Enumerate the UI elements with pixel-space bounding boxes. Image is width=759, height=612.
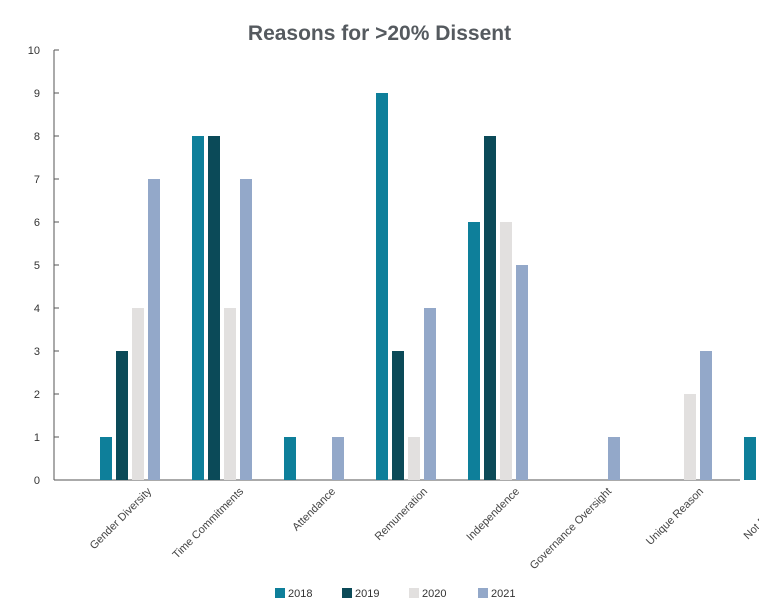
- legend-swatch-2021: [478, 588, 488, 598]
- y-tick-label: 4: [34, 303, 40, 315]
- bar-2020-6: [684, 394, 696, 480]
- x-category-label: Time Commitments: [171, 485, 247, 561]
- bar-2021-1: [240, 179, 252, 480]
- y-tick-label: 1: [34, 432, 40, 444]
- y-tick-label: 3: [34, 346, 40, 358]
- x-category-label: Attendance: [290, 486, 338, 534]
- y-tick-label: 10: [28, 45, 40, 57]
- y-tick-label: 2: [34, 389, 40, 401]
- bar-2018-1: [192, 136, 204, 480]
- x-category-label: Gender Diversity: [88, 485, 155, 552]
- legend-label: 2020: [422, 588, 446, 600]
- bar-2018-2: [284, 437, 296, 480]
- legend-label: 2019: [355, 588, 379, 600]
- y-tick-label: 8: [34, 131, 40, 143]
- bar-2019-4: [484, 136, 496, 480]
- bar-2018-4: [468, 222, 480, 480]
- x-category-label: Not Disclosed: [742, 486, 759, 542]
- bar-2019-3: [392, 351, 404, 480]
- y-tick-label: 9: [34, 88, 40, 100]
- bar-2020-1: [224, 308, 236, 480]
- y-tick-label: 0: [34, 475, 40, 487]
- bar-2021-4: [516, 265, 528, 480]
- y-tick-label: 7: [34, 174, 40, 186]
- bar-2020-3: [408, 437, 420, 480]
- legend-swatch-2019: [342, 588, 352, 598]
- legend-swatch-2018: [275, 588, 285, 598]
- bar-2020-4: [500, 222, 512, 480]
- chart-title: Reasons for >20% Dissent: [247, 22, 512, 45]
- y-tick-label: 6: [34, 217, 40, 229]
- bar-2021-2: [332, 437, 344, 480]
- bar-2019-1: [208, 136, 220, 480]
- x-category-label: Remuneration: [373, 486, 430, 543]
- bar-2021-0: [148, 179, 160, 480]
- x-category-label: Governance Oversight: [528, 486, 614, 572]
- legend-label: 2021: [491, 588, 515, 600]
- x-category-label: Independence: [464, 486, 522, 544]
- bar-2018-3: [376, 93, 388, 480]
- bar-2020-0: [132, 308, 144, 480]
- x-category-label: Unique Reason: [644, 486, 706, 548]
- legend-swatch-2020: [409, 588, 419, 598]
- bar-2021-6: [700, 351, 712, 480]
- bar-2021-3: [424, 308, 436, 480]
- bar-2019-0: [116, 351, 128, 480]
- bar-2018-7: [744, 437, 756, 480]
- bar-2018-0: [100, 437, 112, 480]
- bar-2021-5: [608, 437, 620, 480]
- y-tick-label: 5: [34, 260, 40, 272]
- legend-label: 2018: [288, 588, 312, 600]
